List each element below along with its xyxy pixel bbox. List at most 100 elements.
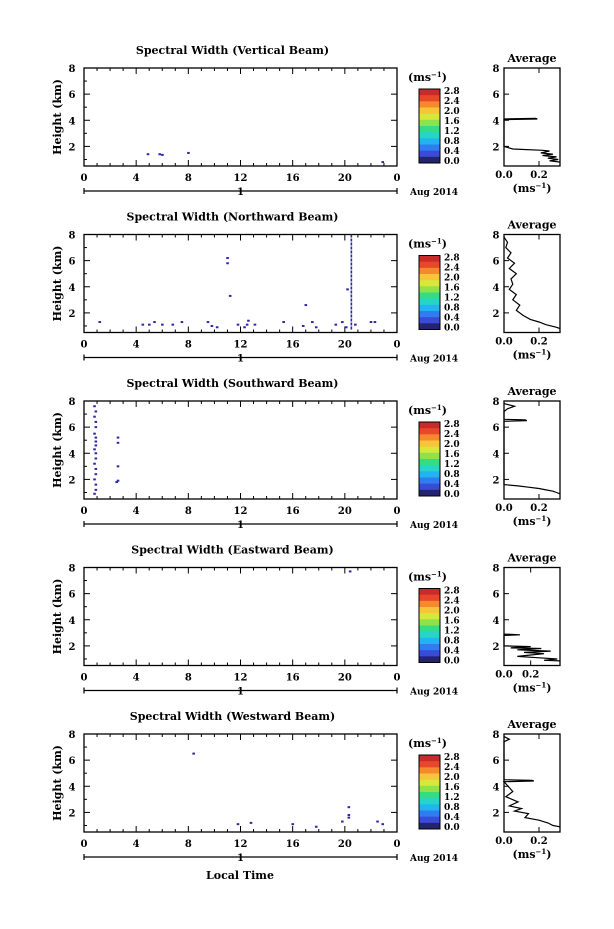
colorbar-segment bbox=[419, 144, 440, 152]
colorbar-segment bbox=[419, 489, 440, 497]
x-tick-label: 16 bbox=[286, 506, 300, 517]
colorbar-segment bbox=[419, 311, 440, 318]
average-x-tick-label: 0.2 bbox=[530, 170, 547, 181]
y-tick-label: 8 bbox=[69, 64, 76, 75]
average-x-axis-label: (ms−1) bbox=[512, 514, 551, 528]
average-y-tick-label: 2 bbox=[493, 808, 500, 819]
colorbar-segment bbox=[419, 594, 440, 602]
colorbar-tick-label: 0.8 bbox=[444, 304, 460, 314]
y-tick-label: 4 bbox=[69, 782, 76, 793]
colorbar-segment bbox=[419, 613, 440, 620]
colorbar-segment bbox=[419, 298, 440, 306]
colorbar-tick-label: 0.0 bbox=[444, 324, 460, 334]
data-point bbox=[341, 321, 344, 324]
colorbar-segment bbox=[419, 452, 440, 460]
x-tick-label: 0 bbox=[81, 673, 88, 684]
panel-title: Spectral Width (Westward Beam) bbox=[130, 710, 335, 723]
x-tick-label: 0 bbox=[81, 506, 88, 517]
data-point bbox=[253, 323, 257, 326]
average-plot-frame bbox=[503, 566, 561, 667]
average-plot-frame bbox=[503, 233, 561, 334]
data-point bbox=[116, 441, 120, 444]
data-point bbox=[245, 323, 249, 326]
colorbar-tick-label: 1.6 bbox=[444, 617, 460, 627]
x-tick-label: 4 bbox=[133, 340, 140, 351]
colorbar-tick-label: 1.6 bbox=[444, 284, 460, 294]
data-point bbox=[206, 321, 210, 324]
data-point bbox=[98, 321, 102, 324]
average-y-tick-label: 8 bbox=[493, 397, 500, 408]
average-x-axis-label: (ms−1) bbox=[512, 181, 551, 195]
date-label: Aug 2014 bbox=[409, 521, 458, 531]
main-plot-frame bbox=[83, 400, 398, 500]
colorbar-segment bbox=[419, 261, 440, 269]
data-point bbox=[94, 452, 98, 455]
x-tick-label: 16 bbox=[286, 173, 300, 184]
data-point bbox=[247, 319, 250, 322]
colorbar-segment bbox=[419, 779, 440, 787]
colorbar-segment bbox=[419, 465, 440, 472]
average-y-tick-label: 8 bbox=[493, 730, 500, 741]
colorbar-segment bbox=[419, 255, 440, 263]
data-point bbox=[341, 820, 344, 823]
colorbar-segment bbox=[419, 607, 440, 614]
colorbar-tick-label: 2.8 bbox=[444, 587, 460, 597]
colorbar-tick-label: 2.4 bbox=[444, 264, 460, 274]
x-tick-label: 20 bbox=[338, 673, 352, 684]
y-tick-label: 4 bbox=[69, 449, 76, 460]
colorbar-segment bbox=[419, 107, 440, 115]
colorbar-tick-label: 0.4 bbox=[444, 647, 460, 657]
panel-title: Spectral Width (Northward Beam) bbox=[127, 211, 339, 224]
colorbar-segment bbox=[419, 156, 440, 164]
x-tick-label: 12 bbox=[234, 340, 248, 351]
colorbar-segment bbox=[419, 588, 440, 596]
colorbar-tick-label: 2.4 bbox=[444, 597, 460, 607]
colorbar-segment bbox=[419, 619, 440, 626]
colorbar-segment bbox=[419, 89, 440, 96]
average-y-tick-label: 8 bbox=[493, 231, 500, 242]
colorbar-tick-label: 0.4 bbox=[444, 480, 460, 490]
y-axis-label: Height (km) bbox=[51, 79, 64, 155]
data-point bbox=[153, 321, 156, 324]
x-tick-label: 16 bbox=[286, 839, 300, 850]
y-tick-label: 2 bbox=[69, 142, 76, 153]
colorbar-segment bbox=[419, 304, 440, 312]
colorbar-segment bbox=[419, 280, 440, 287]
y-axis-label: Height (km) bbox=[51, 246, 64, 322]
data-point bbox=[228, 294, 232, 297]
colorbar-segment bbox=[419, 792, 440, 799]
colorbar-tick-label: 1.6 bbox=[444, 117, 460, 127]
data-point bbox=[116, 465, 120, 468]
x-tick-label: 4 bbox=[133, 673, 140, 684]
colorbar-segment bbox=[419, 267, 440, 275]
colorbar-tick-label: 2.0 bbox=[444, 107, 460, 117]
data-point bbox=[354, 323, 357, 326]
average-y-tick-label: 2 bbox=[493, 475, 500, 486]
colorbar-segment bbox=[419, 798, 440, 805]
data-point bbox=[311, 321, 314, 324]
data-point bbox=[94, 473, 98, 476]
colorbar-unit-label: (ms−1) bbox=[408, 570, 447, 584]
colorbar-segment bbox=[419, 113, 440, 121]
data-point bbox=[94, 457, 98, 460]
average-y-tick-label: 4 bbox=[493, 449, 500, 460]
average-profile-line bbox=[503, 117, 561, 163]
x-tick-label: 8 bbox=[185, 673, 192, 684]
x-tick-label: 12 bbox=[234, 839, 248, 850]
colorbar-frame bbox=[418, 421, 441, 497]
colorbar-segment bbox=[419, 785, 440, 793]
colorbar-segment bbox=[419, 804, 440, 811]
date-tick-label: 1 bbox=[237, 687, 244, 698]
colorbar-segment bbox=[419, 625, 440, 633]
colorbar-segment bbox=[419, 150, 440, 158]
date-label: Aug 2014 bbox=[409, 355, 458, 365]
data-point bbox=[93, 462, 96, 465]
average-x-tick-label: 0.0 bbox=[495, 836, 512, 847]
average-y-tick-label: 2 bbox=[493, 642, 500, 653]
x-tick-label: 20 bbox=[338, 173, 352, 184]
date-label: Aug 2014 bbox=[409, 188, 458, 198]
colorbar-segment bbox=[419, 132, 440, 139]
data-point bbox=[93, 478, 96, 481]
average-y-tick-label: 6 bbox=[493, 90, 500, 101]
panel-title: Spectral Width (Southward Beam) bbox=[126, 377, 338, 390]
